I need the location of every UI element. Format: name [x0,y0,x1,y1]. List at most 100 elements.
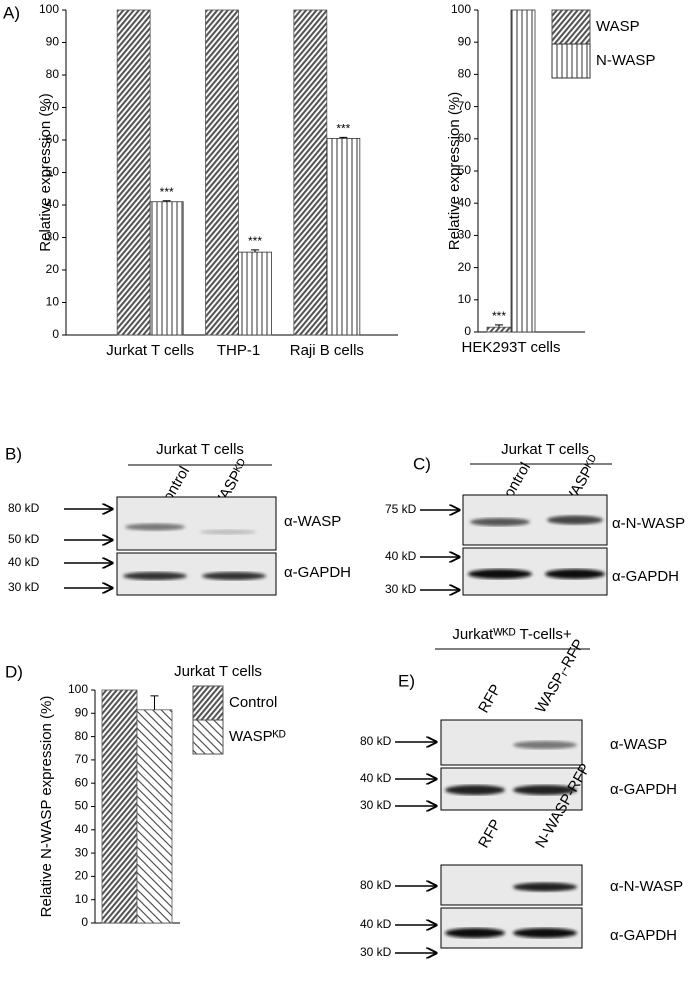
y-tick-label: 80 [46,67,60,81]
band [200,529,256,535]
marker-label: 80 kD [360,734,392,748]
marker-label: 40 kD [385,549,417,563]
blot-panel-e: E) Jurkatᵂᴷᴰ T-cells+ RFP WASPᵣ-RFP 80 k… [360,626,683,959]
blot-title: Jurkat T cells [156,441,244,458]
y-tick-label: 90 [458,34,472,48]
legend-label: Control [229,694,277,711]
band [123,572,187,580]
legend-swatch [192,719,224,755]
y-tick-label: 40 [75,822,89,836]
panel-label: D) [5,662,23,681]
bar [326,137,361,336]
y-tick-label: 80 [458,67,472,81]
y-tick-label: 40 [458,195,472,209]
y-tick-label: 10 [75,892,89,906]
significance-label: *** [248,234,262,248]
legend-label: N-WASP [596,52,655,69]
legend-swatch [551,9,591,45]
y-axis-label: Relative expression (%) [37,93,54,251]
y-tick-label: 90 [75,705,89,719]
y-tick-label: 70 [75,752,89,766]
blot [440,907,583,949]
y-tick-label: 0 [464,324,471,338]
band [513,785,577,795]
antibody-label: α-GAPDH [284,564,351,581]
lane-label: RFP [475,682,505,716]
y-tick-label: 20 [458,260,472,274]
y-tick-label: 10 [458,292,472,306]
blot [440,719,583,766]
error-bar [162,200,171,202]
antibody-label: α-N-WASP [610,878,683,895]
blot-title: Jurkat T cells [501,441,589,458]
y-tick-label: 50 [46,165,60,179]
bar [205,9,239,336]
y-tick-label: 20 [75,869,89,883]
band [202,572,266,580]
legend-label: WASP [596,18,640,35]
bar [149,201,184,336]
bar [238,251,272,336]
y-tick-label: 60 [458,131,472,145]
band [445,928,505,938]
bar [116,9,151,336]
y-tick-label: 100 [68,682,88,696]
marker-label: 30 kD [8,580,40,594]
marker-label: 40 kD [360,771,392,785]
y-tick-label: 0 [52,327,59,341]
bar [510,9,536,333]
panel-label: C) [413,454,431,473]
y-tick-label: 30 [458,228,472,242]
y-axis-label: Relative expression (%) [446,92,463,250]
bar [101,689,138,924]
panel-label: E) [398,671,415,690]
antibody-label: α-GAPDH [610,781,677,798]
lane-label: WASPᵣ-RFP [532,636,588,716]
bar [293,9,328,336]
antibody-label: α-WASP [610,736,667,753]
blot-title: Jurkatᵂᴷᴰ T-cells+ [452,626,572,643]
marker-label: 30 kD [360,798,392,812]
marker-label: 30 kD [360,945,392,959]
x-tick-label: Jurkat T cells [106,342,194,359]
y-tick-label: 0 [81,915,88,929]
error-bar [495,324,503,328]
y-tick-label: 30 [46,230,60,244]
y-tick-label: 10 [46,295,60,309]
antibody-label: α-GAPDH [612,568,679,585]
panel-label: A) [3,3,20,22]
antibody-label: α-WASP [284,513,341,530]
legend-label: WASPᴷᴰ [229,728,286,745]
marker-label: 40 kD [360,917,392,931]
legend-swatch [551,43,591,79]
marker-label: 40 kD [8,555,40,569]
antibody-label: α-GAPDH [610,927,677,944]
marker-label: 50 kD [8,532,40,546]
legend-swatch [192,685,224,721]
band [545,569,605,579]
y-tick-label: 50 [458,163,472,177]
x-tick-label: HEK293T cells [462,339,561,356]
y-tick-label: 20 [46,262,60,276]
bar [486,326,512,333]
significance-label: *** [336,122,350,136]
marker-label: 30 kD [385,582,417,596]
marker-label: 80 kD [8,501,40,515]
y-axis-label: Relative N-WASP expression (%) [38,696,55,918]
band [125,523,185,531]
x-tick-label: THP-1 [217,342,260,359]
band [513,741,577,749]
band [445,785,505,795]
blot-panel-b: B) Jurkat T cells Control WASPᴷᴰ 80 kD 5… [5,441,351,596]
blot [116,496,277,551]
band [513,882,577,892]
band [513,928,577,938]
y-tick-label: 60 [46,132,60,146]
band [547,515,603,525]
y-tick-label: 70 [458,99,472,113]
y-tick-label: 30 [75,845,89,859]
error-bar [150,695,159,710]
panel-label: B) [5,444,22,463]
